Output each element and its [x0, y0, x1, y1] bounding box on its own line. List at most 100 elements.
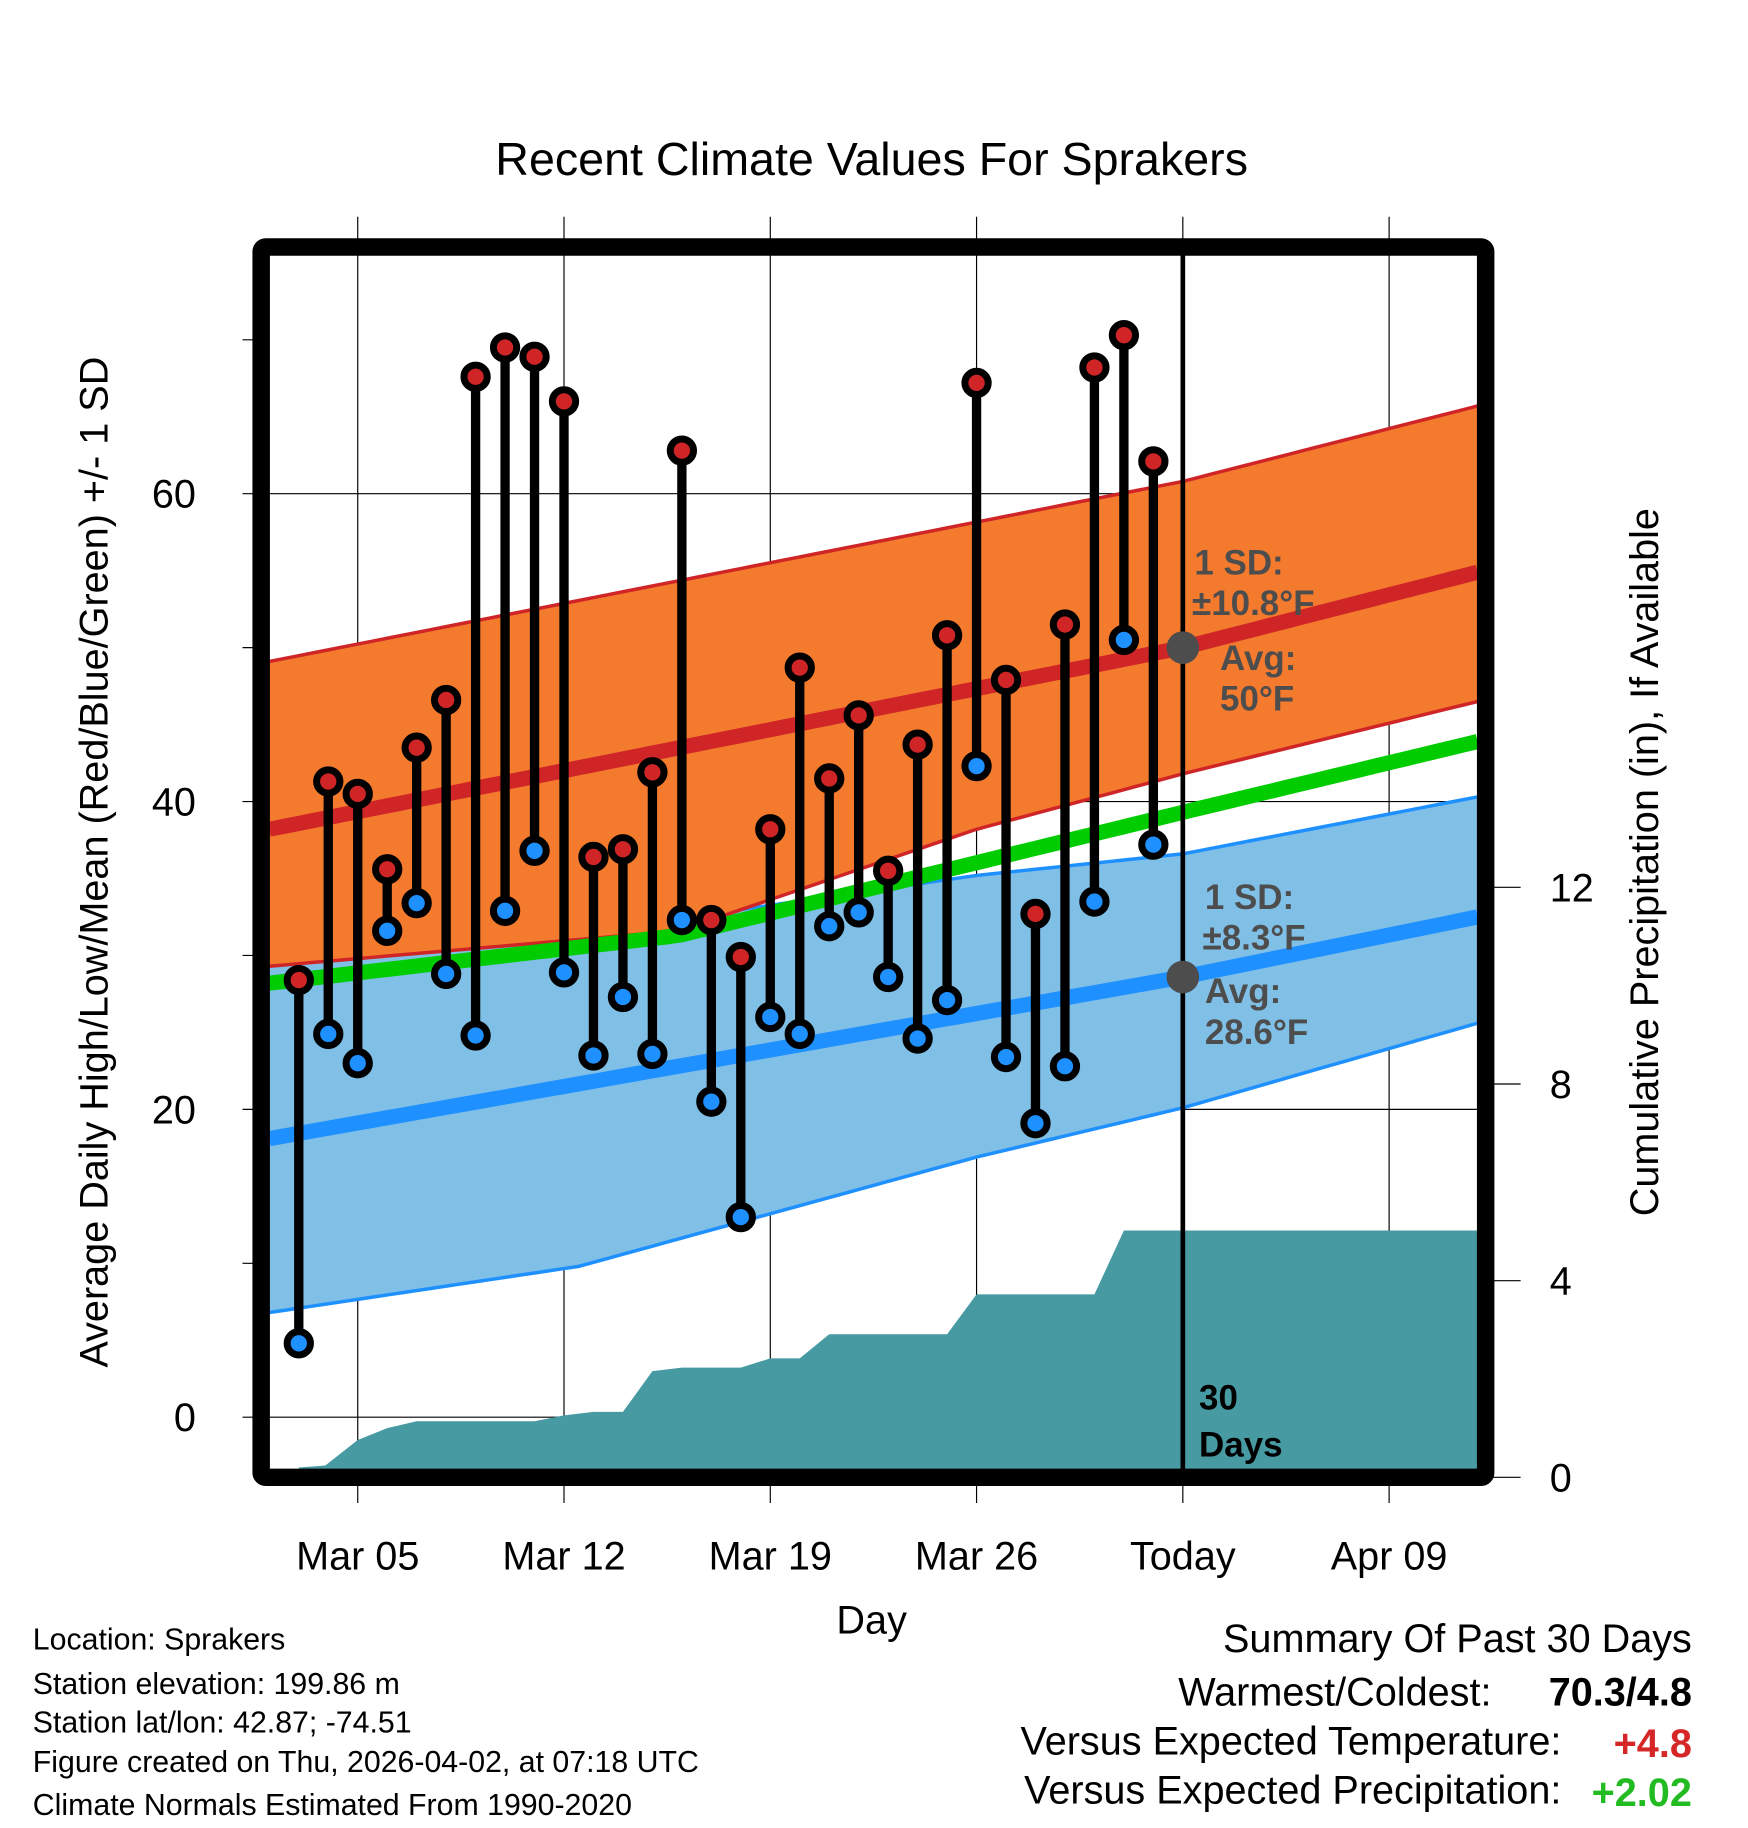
daily-high-point [401, 732, 432, 763]
daily-high-point [342, 778, 373, 809]
low-sd-band [269, 796, 1478, 1313]
y-tick-label: 40 [152, 781, 196, 825]
daily-low-point [342, 1048, 373, 1079]
summary-title: Summary Of Past 30 Days [1223, 1617, 1692, 1661]
daily-high-point [372, 854, 403, 885]
daily-high-point [990, 664, 1022, 696]
y-axis-label: Average Daily High/Low/Mean (Red/Blue/Gr… [72, 357, 116, 1368]
plot-frame [252, 238, 1495, 1487]
y-tick-label: 20 [152, 1088, 196, 1132]
daily-low-point [401, 887, 432, 919]
footer-elevation: Station elevation: 199.86 m [33, 1668, 400, 1701]
high-avg-label: Avg: [1220, 639, 1296, 678]
daily-low-point [607, 981, 639, 1013]
daily-high-point [460, 361, 491, 392]
x-tick-label: Mar 26 [915, 1534, 1038, 1578]
x-tick-label: Mar 05 [296, 1534, 419, 1578]
daily-high-point [637, 757, 668, 788]
daily-low-point [372, 915, 403, 946]
low-band-lower-edge [269, 1021, 1478, 1315]
low-avg-label: Avg: [1205, 972, 1281, 1011]
high-sd-label: 1 SD: [1194, 543, 1283, 582]
y-tick-label: 60 [152, 473, 196, 517]
low-avg-value: 28.6°F [1205, 1013, 1308, 1052]
y-tick-label: 0 [174, 1396, 196, 1440]
daily-low-point [430, 958, 462, 990]
daily-high-point [548, 386, 580, 417]
summary-warm-cold-label: Warmest/Coldest: [1178, 1671, 1491, 1715]
daily-low-point [548, 957, 580, 988]
daily-high-point [843, 700, 874, 731]
low-sd-label: 1 SD: [1205, 878, 1294, 917]
summary-precip-label: Versus Expected Precipitation: [1024, 1769, 1561, 1813]
axes: Mar 05 Mar 12 Mar 19 Mar 26 Today Apr 0902040… [152, 339, 1594, 1578]
footer-created: Figure created on Thu, 2026-04-02, at 07… [33, 1746, 699, 1779]
days-word-label: Days [1199, 1425, 1283, 1464]
daily-low-point [902, 1023, 933, 1054]
daily-high-point [1079, 352, 1110, 383]
normal-low-line [269, 909, 1478, 1147]
daily-low-point [1138, 829, 1169, 860]
daily-low-point [666, 904, 698, 936]
summary-temp-value: +4.8 [1614, 1722, 1692, 1766]
daily-low-point [313, 1018, 344, 1050]
high-avg-value: 50°F [1220, 680, 1294, 719]
summary-precip-value: +2.02 [1592, 1771, 1692, 1815]
data-marks [283, 255, 1200, 1478]
daily-low-point [725, 1201, 756, 1233]
normal-mean-line [269, 734, 1478, 991]
daily-low-point [1108, 624, 1140, 656]
daily-high-point [696, 904, 727, 936]
y2-tick-label: 4 [1550, 1260, 1572, 1304]
x-axis-label: Day [836, 1598, 907, 1642]
daily-high-point [607, 834, 639, 865]
daily-low-point [990, 1041, 1022, 1073]
footer-latlon: Station lat/lon: 42.87; -74.51 [33, 1706, 412, 1739]
daily-high-point [1020, 898, 1051, 930]
x-tick-label: Mar 12 [502, 1534, 625, 1578]
daily-high-point [666, 435, 698, 466]
daily-low-point [283, 1328, 314, 1359]
y2-tick-label: 8 [1550, 1063, 1572, 1107]
daily-high-point [873, 855, 904, 886]
daily-high-point [578, 841, 609, 873]
y2-tick-label: 12 [1550, 866, 1594, 910]
daily-high-point [430, 684, 462, 716]
x-tick-label: Mar 19 [709, 1534, 832, 1578]
footer-normals: Climate Normals Estimated From 1990-2020 [33, 1789, 632, 1822]
daily-high-point [755, 814, 786, 845]
daily-low-point [873, 961, 904, 993]
daily-high-point [725, 941, 756, 973]
daily-high-point [784, 652, 815, 683]
daily-low-point [931, 984, 963, 1016]
low-avg-dot [1166, 960, 1200, 994]
daily-low-point [755, 1001, 786, 1033]
x-tick-label: Today [1130, 1534, 1236, 1578]
daily-high-point [313, 766, 344, 797]
days-count-label: 30 [1199, 1379, 1238, 1418]
daily-low-point [1079, 886, 1110, 917]
high-sd-value: ±10.8°F [1192, 584, 1314, 623]
high-band-lower-edge [269, 699, 1478, 968]
chart-title: Recent Climate Values For Sprakers [495, 133, 1248, 185]
daily-low-point [814, 911, 845, 942]
high-sd-band [269, 405, 1478, 967]
daily-low-point [784, 1018, 815, 1050]
daily-low-point [1049, 1051, 1081, 1082]
daily-high-point [1108, 320, 1140, 351]
daily-low-point [519, 835, 550, 866]
daily-low-point [696, 1086, 727, 1117]
y2-tick-label: 0 [1550, 1456, 1572, 1500]
footer-location: Location: Sprakers [33, 1624, 285, 1657]
daily-low-point [489, 895, 521, 926]
x-tick-label: Apr 09 [1331, 1534, 1448, 1578]
daily-low-point [843, 897, 874, 928]
high-avg-dot [1166, 631, 1200, 664]
daily-high-point [283, 964, 314, 996]
high-band-upper-edge [269, 404, 1478, 664]
daily-high-point [931, 620, 963, 651]
daily-high-point [902, 729, 933, 760]
daily-low-point [637, 1038, 668, 1070]
summary-temp-label: Versus Expected Temperature: [1020, 1720, 1561, 1764]
